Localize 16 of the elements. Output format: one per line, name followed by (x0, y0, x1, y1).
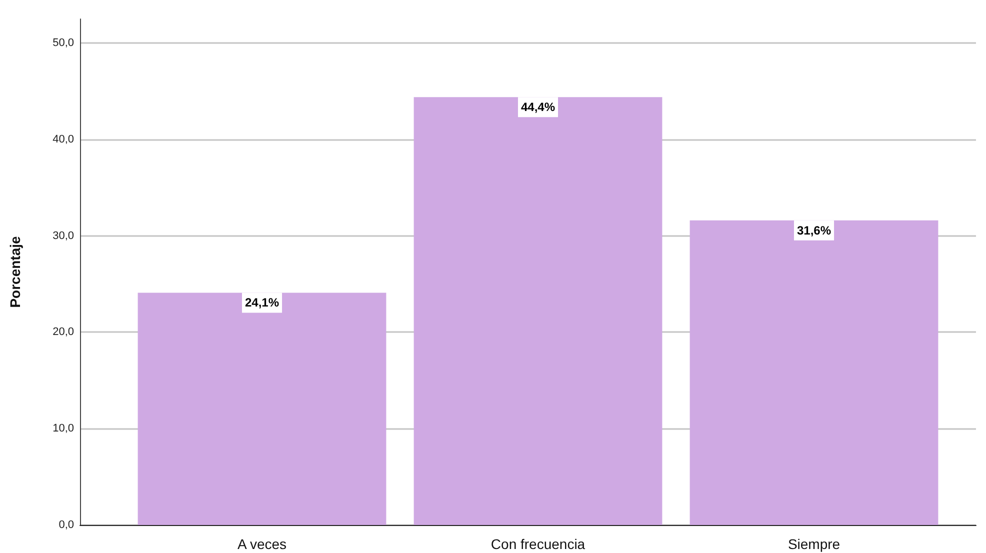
y-tick-label: 30,0 (52, 230, 74, 242)
data-label: 44,4% (520, 100, 556, 114)
data-label: 24,1% (244, 296, 280, 310)
y-axis-title: Porcentaje (7, 236, 23, 308)
bar (690, 220, 938, 525)
data-label: 31,6% (796, 223, 832, 238)
x-tick-label: Siempre (788, 536, 840, 552)
y-tick-label: 0,0 (58, 519, 74, 531)
x-tick-label: A veces (237, 536, 287, 552)
y-tick-label: 20,0 (52, 326, 74, 338)
x-tick-label: Con frecuencia (490, 536, 586, 552)
y-tick-label: 10,0 (52, 422, 74, 435)
bar (138, 292, 386, 525)
bar (414, 97, 662, 525)
y-tick-label: 40,0 (52, 133, 74, 146)
y-tick-label: 50,0 (52, 37, 74, 50)
